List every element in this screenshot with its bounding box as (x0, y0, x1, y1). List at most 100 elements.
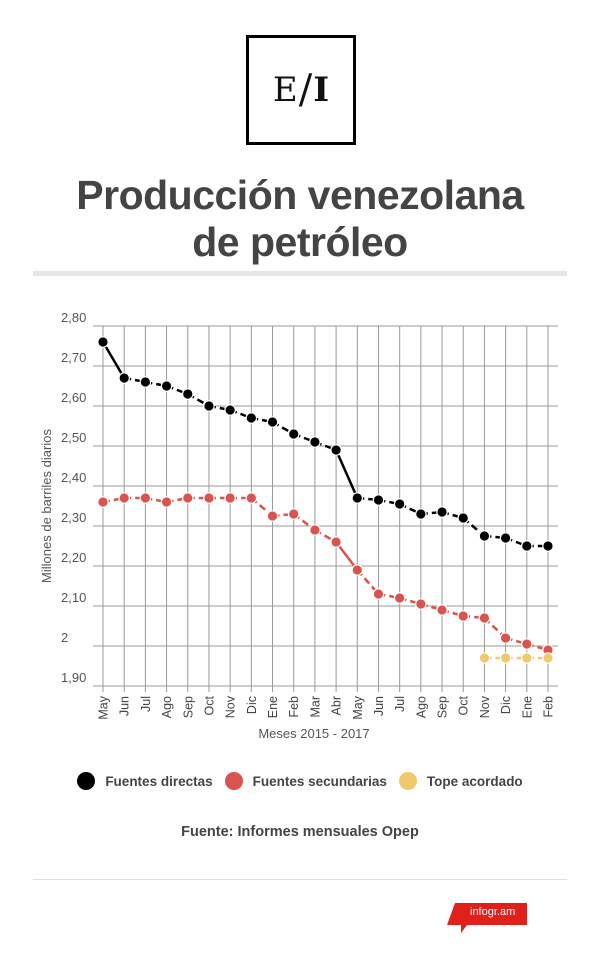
x-tick-label: Nov (478, 695, 492, 718)
x-tick-label: Sep (181, 696, 195, 718)
data-point (203, 400, 215, 412)
legend-item-tope[interactable]: Tope acordado (398, 772, 523, 790)
data-point (287, 508, 300, 520)
data-point (415, 598, 427, 610)
data-point (266, 416, 279, 428)
title-divider (33, 271, 567, 276)
y-tick-label: 2,10 (61, 590, 86, 605)
data-point (436, 506, 448, 518)
data-point (97, 496, 109, 508)
data-point (330, 536, 342, 548)
x-tick-label: Dic (499, 696, 513, 714)
data-point (266, 510, 279, 522)
data-point (160, 496, 173, 508)
data-point (181, 388, 194, 400)
y-axis-ticks: 1,90 2 2,10 2,20 2,30 2,40 2,50 2,60 2,70 2,80 (61, 310, 86, 685)
infogram-badge-label[interactable]: infogr.am (470, 906, 516, 918)
series-line-segment (334, 449, 359, 499)
x-tick-label: Feb (287, 696, 301, 718)
x-axis-ticks: May Jun Jul Ago Sep Oct Nov Dic Ene Feb Mar Abr May J… (97, 695, 556, 719)
data-point (415, 508, 427, 520)
legend-item-secundarias[interactable]: Fuentes secundarias (224, 772, 387, 790)
x-tick-label: Oct (457, 695, 471, 715)
footer-divider (33, 879, 567, 880)
logo-letter-e: E (272, 70, 298, 110)
x-tick-label: Abr (330, 696, 344, 715)
data-point (224, 492, 236, 504)
logo-slash: / (298, 67, 313, 113)
series-line-segment (101, 341, 126, 379)
legend-label: Fuentes directas (105, 773, 213, 789)
title-line-2: de petróleo (192, 219, 408, 265)
legend: Fuentes directas Fuentes secundarias Top… (0, 772, 600, 790)
series-group (97, 336, 554, 664)
x-tick-label: Jul (139, 696, 153, 712)
logo-letter-i: I (313, 70, 330, 110)
data-point (542, 540, 554, 552)
data-point (393, 592, 406, 604)
legend-marker-icon (398, 772, 417, 790)
data-point (436, 604, 448, 616)
data-point (118, 492, 130, 504)
x-tick-label: Jun (372, 696, 386, 716)
data-point (521, 540, 533, 552)
publication-logo: E / I (246, 35, 356, 145)
x-tick-label: Feb (542, 696, 556, 718)
source-note: Fuente: Informes mensuales Opep (181, 824, 419, 840)
data-point (245, 412, 258, 424)
data-point (499, 632, 512, 644)
data-point (457, 610, 470, 622)
x-tick-label: Jul (393, 696, 407, 712)
y-tick-label: 2,40 (61, 470, 86, 485)
data-point (245, 492, 258, 504)
legend-marker-icon (77, 772, 96, 790)
y-axis-label: Millones de barriles diarios (39, 429, 54, 583)
data-point (499, 532, 512, 544)
series-tope-acordado (478, 652, 554, 664)
y-tick-label: 2,20 (61, 550, 86, 565)
data-point (542, 652, 554, 664)
y-tick-label: 2,50 (61, 430, 86, 445)
grid (93, 325, 558, 692)
y-tick-label: 2,70 (61, 350, 86, 365)
data-point (457, 512, 470, 524)
data-point (97, 336, 109, 348)
y-tick-label: 2 (61, 630, 68, 645)
data-point (521, 652, 533, 664)
data-point (139, 492, 152, 504)
data-point (372, 494, 385, 506)
data-point (499, 652, 512, 664)
legend-label: Fuentes secundarias (252, 773, 387, 789)
data-point (372, 588, 385, 600)
data-point (160, 380, 173, 392)
data-point (118, 372, 130, 384)
x-tick-label: Dic (245, 696, 259, 714)
data-point (224, 404, 236, 416)
data-point (393, 498, 406, 510)
legend-label: Tope acordado (426, 773, 523, 789)
data-point (309, 524, 321, 536)
x-tick-label: Sep (436, 696, 450, 718)
x-tick-label: Ago (414, 696, 428, 718)
y-tick-label: 2,30 (61, 510, 86, 525)
title-line-1: Producción venezolana (76, 172, 524, 218)
infogram-badge-icon[interactable] (447, 903, 529, 933)
data-point (351, 492, 364, 504)
data-point (330, 444, 342, 456)
line-chart: 1,90 2 2,10 2,20 2,30 2,40 2,50 2,60 2,70 2,80 Ma… (39, 310, 558, 741)
x-tick-label: Mar (308, 696, 322, 718)
x-tick-label: May (351, 695, 365, 719)
x-tick-label: Ago (160, 696, 174, 718)
x-tick-label: May (97, 695, 111, 719)
x-tick-label: Oct (202, 695, 216, 715)
x-tick-label: Jun (118, 696, 132, 716)
chart-title: Producción venezolana de petróleo (0, 172, 600, 266)
legend-item-directas[interactable]: Fuentes directas (77, 772, 213, 790)
series-line-segment (335, 541, 359, 571)
data-point (139, 376, 152, 388)
series-fuentes-secundarias (97, 492, 554, 656)
x-tick-label: Nov (224, 695, 238, 718)
data-point (181, 492, 194, 504)
data-point (478, 652, 491, 664)
legend-marker-icon (224, 772, 243, 790)
